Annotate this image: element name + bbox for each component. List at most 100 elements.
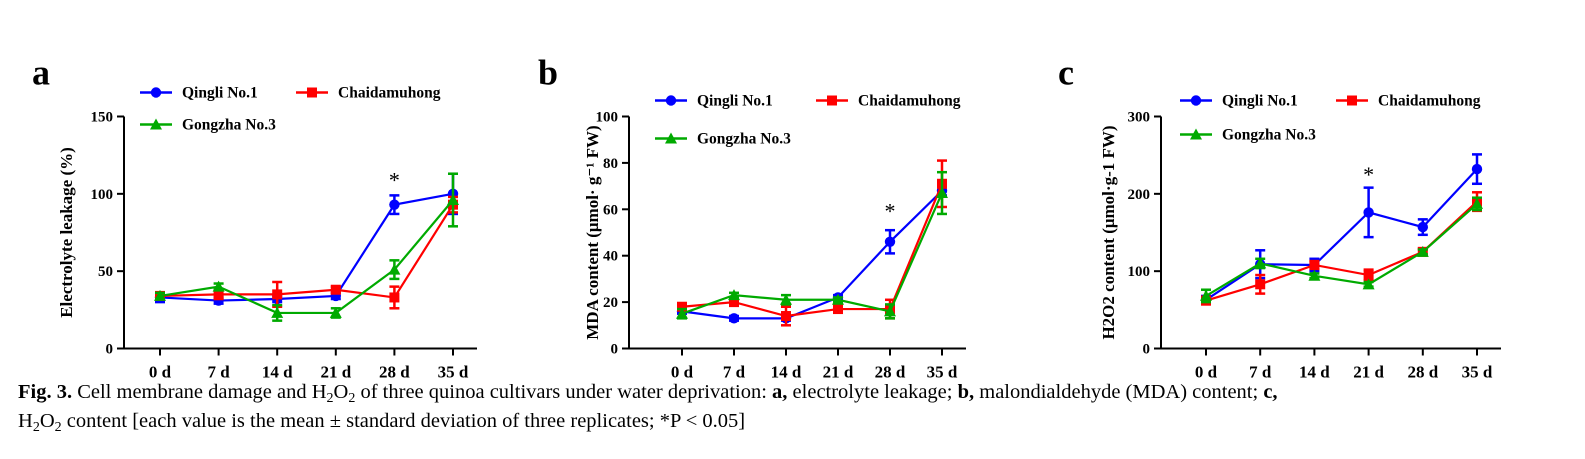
y-tick-label: 100 — [596, 110, 619, 126]
significance-asterisk: * — [885, 199, 896, 224]
y-tick-label: 150 — [91, 110, 114, 126]
caption-line2-text: content [each value is the mean ± standa… — [61, 410, 746, 432]
data-point — [884, 305, 896, 317]
data-point — [1471, 163, 1483, 175]
series-qingli-no-1 — [1200, 153, 1483, 305]
y-tick-label: 50 — [98, 264, 113, 280]
series-line — [159, 204, 454, 299]
x-tick-label: 0 d — [1195, 363, 1218, 382]
y-tick-label: 0 — [106, 342, 114, 358]
x-tick-label: 21 d — [823, 363, 854, 382]
y-tick-label: 40 — [603, 249, 618, 265]
data-point — [272, 289, 283, 300]
caption-sub: 2 — [32, 420, 40, 435]
chart-panel-c: c 0 100 200 300 0 d 7 d 14 d 21 d 28 d 35 d H2O2 co… — [1058, 53, 1501, 382]
data-point — [447, 194, 459, 206]
legend-label: Chaidamuhong — [338, 85, 441, 102]
legend-item: Gongzha No.3 — [655, 131, 791, 148]
legend-item: Gongzha No.3 — [140, 117, 276, 134]
series-line — [681, 183, 944, 318]
legend-item: Qingli No.1 — [1180, 93, 1298, 110]
data-point — [884, 236, 896, 247]
data-point — [1416, 245, 1429, 257]
data-point — [1309, 259, 1320, 270]
x-tick-label: 28 d — [1407, 363, 1438, 382]
legend-marker — [1347, 95, 1357, 106]
data-point — [1417, 221, 1429, 233]
legend-label: Gongzha No.3 — [697, 131, 791, 148]
data-point — [213, 289, 224, 300]
data-point — [1363, 207, 1374, 218]
data-point — [1255, 279, 1266, 290]
caption-text-2: O — [333, 381, 349, 403]
y-axis-label: H2O2 content (μmol·g-1 FW) — [1099, 125, 1118, 339]
y-tick-label: 0 — [611, 342, 619, 358]
legend: Qingli No.1 Chaidamuhong Gongzha No.3 — [140, 85, 441, 134]
legend-label: Qingli No.1 — [1222, 93, 1298, 110]
series-line — [1205, 168, 1478, 301]
data-point — [388, 263, 401, 275]
figure-caption: Fig. 3. Cell membrane damage and H2O2 of… — [18, 378, 1573, 436]
panel-label: b — [538, 53, 558, 93]
significance-asterisk: * — [1363, 162, 1374, 187]
caption-a-label: a, — [772, 381, 788, 403]
data-point — [329, 306, 342, 318]
data-point — [154, 289, 166, 301]
data-point — [676, 307, 688, 319]
series-gongzha-no-3 — [1200, 196, 1483, 304]
y-axis-label: Electrolyte leakage (%) — [57, 147, 76, 318]
caption-fig-label: Fig. 3. — [18, 381, 73, 403]
caption-b-label: b, — [957, 381, 975, 403]
caption-text-3: of three quinoa cultivars under water de… — [355, 381, 773, 403]
data-point — [936, 187, 948, 199]
legend: Qingli No.1 Chaidamuhong Gongzha No.3 — [655, 93, 961, 148]
data-point — [1308, 269, 1321, 281]
y-axis-label: MDA content (μmol· g⁻¹ FW) — [583, 125, 602, 339]
series-qingli-no-1 — [154, 172, 459, 306]
series-gongzha-no-3 — [676, 170, 948, 320]
x-tick-label: 14 d — [262, 363, 293, 382]
caption-sub: 2 — [326, 391, 334, 406]
caption-o: O — [39, 410, 55, 432]
legend-item: Chaidamuhong — [296, 85, 441, 102]
legend-item: Chaidamuhong — [1336, 93, 1481, 110]
series-chaidamuhong — [155, 195, 458, 310]
data-point — [1362, 278, 1375, 290]
data-point — [729, 297, 739, 308]
legend-marker — [150, 87, 162, 98]
x-tick-label: 7 d — [1249, 363, 1272, 382]
x-tick-label: 7 d — [723, 363, 746, 382]
data-point — [728, 313, 740, 324]
x-tick-label: 21 d — [1353, 363, 1384, 382]
chart-panel-b: b 0 20 40 60 80 100 0 d 7 d 14 d 21 d 28 d 35 d MDA c… — [538, 53, 966, 382]
x-tick-label: 0 d — [149, 363, 172, 382]
series-line — [159, 192, 454, 302]
series-line — [681, 189, 943, 320]
x-tick-label: 7 d — [207, 363, 230, 382]
series-line — [1205, 203, 1478, 297]
y-tick-label: 60 — [603, 202, 618, 218]
x-tick-label: 28 d — [379, 363, 410, 382]
legend-item: Qingli No.1 — [655, 93, 773, 110]
data-point — [780, 293, 792, 305]
legend: Qingli No.1 Chaidamuhong Gongzha No.3 — [1180, 93, 1481, 144]
x-tick-label: 28 d — [875, 363, 906, 382]
series-line — [1205, 200, 1478, 302]
y-tick-label: 300 — [1128, 110, 1151, 126]
legend-item: Gongzha No.3 — [1180, 127, 1316, 144]
y-tick-label: 100 — [1128, 264, 1151, 280]
legend-marker — [307, 87, 317, 98]
panel-label: a — [32, 53, 50, 93]
data-point — [271, 306, 284, 318]
series-line — [681, 192, 944, 315]
data-point — [1363, 270, 1374, 281]
x-tick-label: 14 d — [1299, 363, 1330, 382]
data-point — [1254, 257, 1267, 269]
data-point — [781, 311, 791, 322]
data-point — [677, 301, 687, 312]
x-tick-label: 14 d — [771, 363, 802, 382]
legend-label: Qingli No.1 — [182, 85, 258, 102]
y-tick-label: 100 — [91, 187, 114, 203]
significance-asterisk: * — [389, 168, 400, 193]
